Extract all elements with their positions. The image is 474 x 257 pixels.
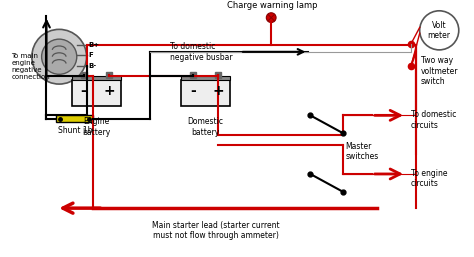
- Circle shape: [42, 39, 77, 74]
- Text: To domestic
circuits: To domestic circuits: [411, 111, 456, 130]
- Text: To main
engine
negative
connection: To main engine negative connection: [11, 53, 50, 80]
- Text: B-: B-: [89, 63, 97, 69]
- Text: Two way
voltmeter
switch: Two way voltmeter switch: [420, 57, 458, 86]
- Text: To engine
circuits: To engine circuits: [411, 169, 447, 188]
- Text: Charge warning lamp: Charge warning lamp: [227, 1, 318, 10]
- Text: Engine
battery: Engine battery: [82, 117, 110, 137]
- Text: Master
switches: Master switches: [346, 142, 379, 161]
- Bar: [56, 115, 93, 122]
- Bar: [182, 76, 230, 80]
- Text: +: +: [213, 84, 224, 98]
- Circle shape: [266, 13, 276, 23]
- Text: Main starter lead (starter current
must not flow through ammeter): Main starter lead (starter current must …: [152, 221, 279, 240]
- Text: Volt
meter: Volt meter: [428, 21, 451, 40]
- Text: Domestic
battery: Domestic battery: [188, 117, 224, 137]
- Text: -: -: [190, 84, 196, 98]
- Text: +: +: [103, 84, 115, 98]
- Bar: [72, 80, 121, 106]
- Text: F: F: [89, 52, 93, 58]
- Bar: [182, 80, 230, 106]
- Text: B+: B+: [89, 42, 100, 48]
- Text: To domestic
negative busbar: To domestic negative busbar: [170, 42, 232, 62]
- Text: Shunt 1b: Shunt 1b: [57, 126, 92, 135]
- Text: -: -: [81, 84, 86, 98]
- Circle shape: [32, 29, 87, 84]
- Bar: [72, 76, 121, 80]
- Circle shape: [419, 11, 459, 50]
